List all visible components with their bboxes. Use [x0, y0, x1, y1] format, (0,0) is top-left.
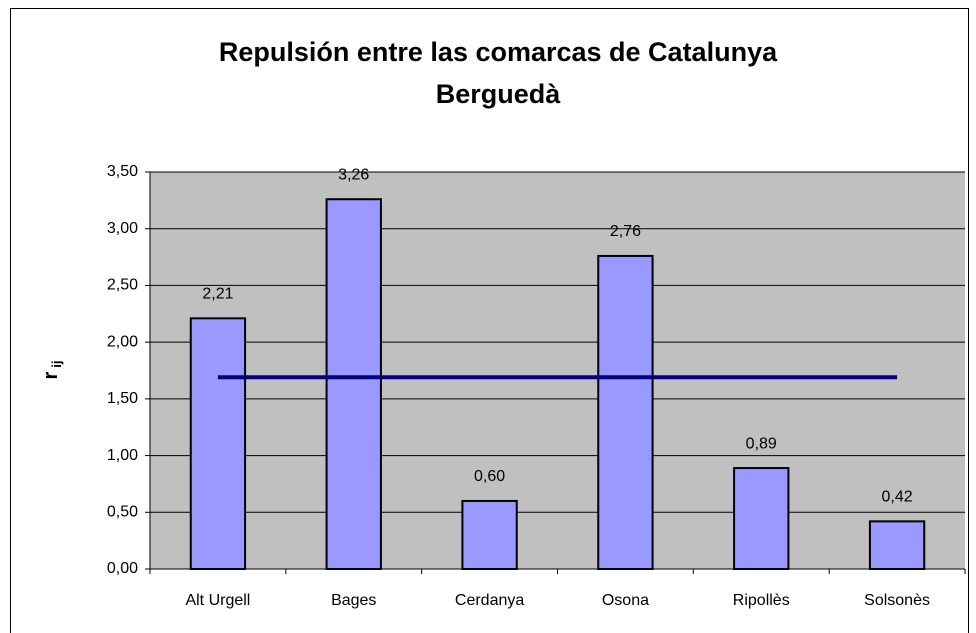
- y-tick-label: 1,50: [107, 390, 138, 407]
- bar: [733, 467, 790, 571]
- y-tick-label: 1,00: [107, 447, 138, 464]
- bar: [325, 198, 382, 570]
- y-tick-label: 2,50: [107, 277, 138, 294]
- value-label: 0,42: [882, 489, 913, 506]
- y-tick-label: 3,00: [107, 220, 138, 237]
- y-tick-label: 0,50: [107, 504, 138, 521]
- bar: [868, 520, 926, 570]
- bar: [597, 254, 654, 571]
- x-tick-label: Ripollès: [733, 592, 790, 609]
- chart-subtitle: Berguedà: [436, 79, 562, 109]
- x-tick-label: Osona: [602, 592, 649, 609]
- bar: [461, 499, 518, 571]
- y-label-main: r: [40, 372, 62, 380]
- y-tick-label: 3,50: [107, 163, 138, 180]
- x-tick-label: Cerdanya: [455, 592, 524, 609]
- value-label: 0,60: [474, 468, 505, 485]
- x-tick-label: Bages: [331, 592, 376, 609]
- bar: [189, 317, 247, 570]
- value-label: 2,21: [202, 286, 233, 303]
- value-label: 0,89: [746, 435, 777, 452]
- value-label: 3,26: [338, 166, 369, 183]
- x-tick-label: Solsonès: [864, 592, 930, 609]
- value-label: 2,76: [610, 223, 641, 240]
- y-tick-label: 0,00: [107, 560, 138, 577]
- y-label-sub: ij: [49, 360, 64, 367]
- y-tick-label: 2,00: [107, 333, 138, 350]
- x-tick-label: Alt Urgell: [185, 592, 250, 609]
- y-axis-label: r ij: [40, 360, 64, 379]
- plot-area: [150, 172, 965, 569]
- chart-title: Repulsión entre las comarcas de Cataluny…: [219, 37, 778, 67]
